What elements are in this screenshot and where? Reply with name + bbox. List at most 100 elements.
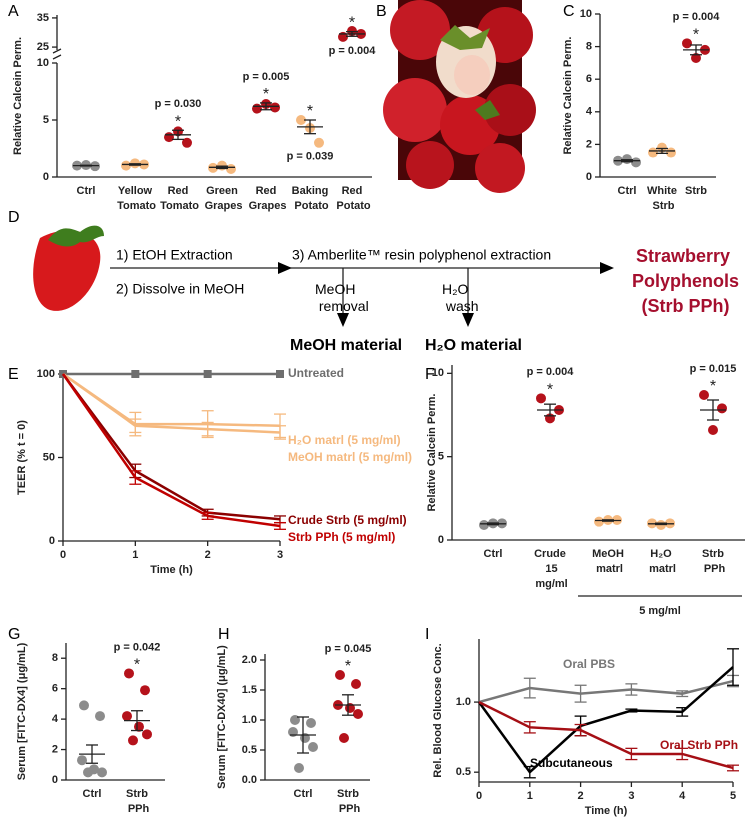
data-point [306, 718, 316, 728]
x-axis-label: Time (h) [585, 805, 628, 817]
branch-step: MeOH removal [315, 281, 369, 314]
p-value: p = 0.004 [673, 11, 721, 23]
data-point [657, 142, 667, 153]
group-label: 5 mg/ml [639, 605, 681, 617]
x-tick-label: MeOH matrl [592, 548, 624, 575]
significance-star: * [349, 14, 355, 31]
axis-break [52, 54, 62, 60]
panel-label: F [425, 366, 435, 383]
x-tick-label: H₂O matrl [646, 548, 676, 575]
step-label: 2) Dissolve in MeOH [116, 281, 244, 297]
data-point [294, 763, 304, 773]
x-tick-label: White Strb [647, 185, 677, 212]
series-line [478, 700, 734, 770]
x-tick-label: Strb PPh [701, 548, 726, 575]
x-tick-label: Red Grapes [246, 185, 287, 212]
data-point [351, 679, 361, 689]
data-point [79, 700, 89, 711]
series-line [61, 373, 281, 521]
y-tick-label: 0.0 [242, 774, 257, 786]
series-line [478, 679, 734, 704]
data-point [252, 103, 262, 114]
p-value: p = 0.015 [690, 363, 737, 375]
series-label: Subcutaneous [530, 756, 613, 770]
data-point [594, 516, 604, 527]
x-tick-label: 0 [60, 549, 66, 561]
y-axis-label: Relative Calcein Perm. [12, 37, 24, 155]
series-line [61, 373, 281, 528]
significance-star: * [307, 103, 313, 120]
y-tick-label: 1.0 [456, 696, 471, 708]
y-tick-label: 0 [586, 171, 592, 183]
arrow-head [462, 313, 474, 327]
panel-label: B [376, 3, 387, 20]
x-tick-label: Red Tomato [157, 185, 199, 212]
panel-label: I [425, 626, 429, 643]
y-tick-label: 1.0 [242, 714, 257, 726]
y-tick-label: 8 [52, 652, 58, 664]
data-point [708, 425, 718, 435]
y-axis-label: Serum [FITC-DX40] (μg/mL) [216, 645, 228, 789]
y-tick-label: 6 [52, 683, 58, 695]
x-tick-label: 2 [578, 790, 584, 802]
x-tick-label: Baking Potato [291, 185, 329, 212]
axis-break [52, 48, 62, 54]
y-axis-label: Relative Calcein Perm. [562, 36, 574, 154]
x-tick-label: Ctrl [77, 185, 96, 197]
data-point [479, 520, 489, 530]
y-tick-label: 10 [432, 367, 444, 379]
strawberry-icon [33, 225, 104, 311]
panel-label: A [8, 3, 19, 20]
y-tick-label: 10 [37, 57, 49, 69]
data-point [128, 735, 138, 746]
step-label: 3) Amberlite™ resin polyphenol extractio… [292, 247, 551, 263]
p-value: p = 0.004 [527, 366, 575, 378]
x-tick-label: 3 [277, 549, 283, 561]
y-tick-label: 50 [43, 451, 55, 463]
p-value: p = 0.005 [243, 71, 290, 83]
y-tick-label: 2 [586, 138, 592, 150]
x-axis-label: Time (h) [150, 564, 193, 576]
significance-star: * [710, 378, 716, 395]
y-tick-label: 25 [37, 41, 49, 53]
output-label: Strawberry Polyphenols (Strb PPh) [627, 246, 739, 316]
x-tick-label: Strb [685, 185, 707, 197]
x-tick-label: Ctrl [294, 788, 313, 800]
panel-label: E [8, 366, 19, 383]
x-tick-label: Strb PPh [125, 788, 150, 815]
data-point [717, 403, 727, 414]
data-point [182, 137, 192, 148]
data-point [226, 164, 236, 175]
data-point [97, 767, 107, 778]
data-point [203, 370, 212, 378]
significance-star: * [134, 657, 140, 674]
data-point [95, 711, 105, 722]
x-tick-label: Yellow Tomato [114, 185, 156, 212]
data-point [124, 668, 134, 679]
data-point [140, 685, 150, 696]
x-tick-label: Ctrl [484, 548, 503, 560]
data-point [339, 733, 349, 743]
p-value: p = 0.004 [329, 45, 377, 57]
x-tick-label: 1 [132, 549, 138, 561]
x-tick-label: 1 [527, 790, 533, 802]
x-tick-label: 3 [628, 790, 634, 802]
data-point [308, 742, 318, 752]
data-point [83, 767, 93, 778]
y-tick-label: 0.5 [456, 766, 471, 778]
significance-star: * [263, 86, 269, 103]
arrow-head [600, 262, 614, 274]
y-axis-label: TEER (% t = 0) [16, 420, 28, 495]
data-point [699, 390, 709, 400]
p-value: p = 0.039 [287, 151, 334, 163]
y-tick-label: 100 [37, 368, 55, 380]
data-point [296, 115, 306, 125]
data-point [631, 157, 641, 168]
panel-label: D [8, 209, 20, 226]
y-tick-label: 0 [438, 534, 444, 546]
data-point [682, 38, 692, 49]
y-tick-label: 6 [586, 73, 592, 85]
data-point [536, 393, 546, 404]
step-label: 1) EtOH Extraction [116, 247, 233, 263]
